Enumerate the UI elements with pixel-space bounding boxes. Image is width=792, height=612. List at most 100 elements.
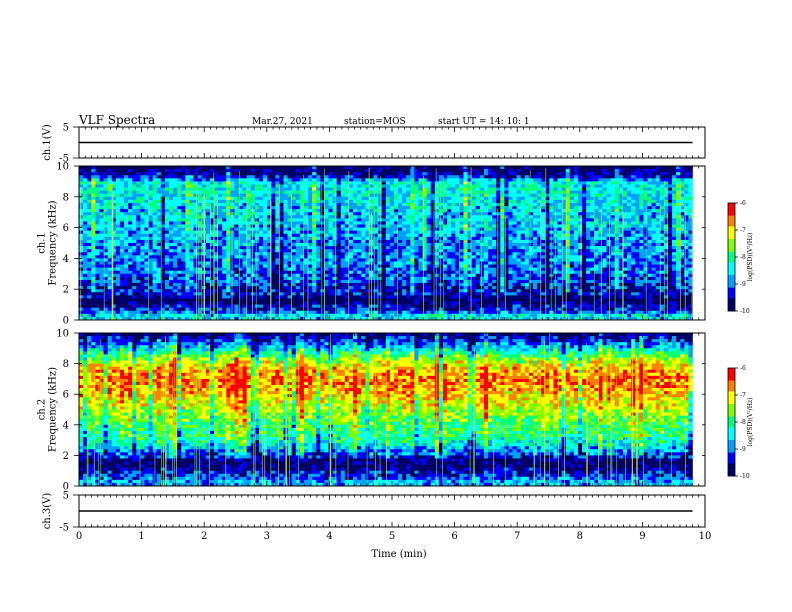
spectrogram-cell xyxy=(332,178,337,182)
spectrogram-cell xyxy=(201,184,207,188)
spectrogram-cell xyxy=(471,202,477,207)
spectrogram-cell xyxy=(414,255,419,259)
spectrogram-cell xyxy=(373,206,378,210)
spectrogram-cell xyxy=(348,249,354,253)
spectrogram-cell xyxy=(316,249,321,253)
spectrogram-cell xyxy=(389,181,395,185)
spectrogram-cell xyxy=(336,255,342,259)
spectrogram-cell xyxy=(565,218,571,222)
spectrogram-cell xyxy=(430,175,436,179)
spectrogram-cell xyxy=(438,261,444,265)
spectrogram-cell xyxy=(312,249,317,253)
spectrogram-cell xyxy=(160,181,166,185)
spectrogram-cell xyxy=(332,169,337,173)
spectrogram-cell xyxy=(111,193,117,198)
spectrogram-cell xyxy=(381,215,387,219)
spectrogram-cell xyxy=(659,246,665,250)
spectrogram-cell xyxy=(688,184,693,188)
spectrogram-cell xyxy=(647,169,652,173)
spectrogram-cell xyxy=(119,227,125,231)
spectrogram-cell xyxy=(332,221,337,225)
spectrogram-cell xyxy=(148,212,153,216)
spectrogram-cell xyxy=(438,206,444,210)
spectrogram-cell xyxy=(426,243,432,247)
spectrogram-cell xyxy=(295,178,301,182)
spectrogram-cell xyxy=(128,202,133,207)
spectrogram-cell xyxy=(500,246,505,250)
spectrogram-cell xyxy=(402,258,407,262)
spectrogram-cell xyxy=(209,215,215,219)
spectrogram-cell xyxy=(537,227,542,231)
spectrogram-cell xyxy=(148,218,153,222)
spectrogram-cell xyxy=(594,236,599,241)
spectrogram-cell xyxy=(218,227,223,231)
spectrogram-cell xyxy=(610,252,616,256)
spectrogram-cell xyxy=(291,249,297,253)
spectrogram-cell xyxy=(479,227,485,231)
spectrogram-cell xyxy=(430,215,436,219)
spectrogram-cell xyxy=(483,249,489,253)
spectrogram-cell xyxy=(156,218,162,222)
spectrogram-cell xyxy=(414,184,419,188)
spectrogram-cell xyxy=(398,172,403,176)
spectrogram-cell xyxy=(168,199,174,204)
spectrogram-cell xyxy=(483,243,489,247)
spectrogram-cell xyxy=(635,230,640,235)
spectrogram-cell xyxy=(83,181,88,185)
spectrogram-cell xyxy=(336,190,342,195)
spectrogram-cell xyxy=(128,184,133,188)
spectrogram-cell xyxy=(410,202,415,207)
spectrogram-cell xyxy=(213,206,219,210)
spectrogram-cell xyxy=(295,187,301,191)
spectrogram-cell xyxy=(434,181,440,185)
spectrogram-cell xyxy=(684,178,689,182)
spectrogram-cell xyxy=(492,212,497,216)
spectrogram-cell xyxy=(414,239,419,244)
spectrogram-cell xyxy=(83,236,88,241)
spectrogram-cell xyxy=(238,255,243,259)
spectrogram-cell xyxy=(393,258,399,262)
spectrogram-cell xyxy=(496,169,501,173)
spectrogram-cell xyxy=(299,252,305,256)
spectrogram-cell xyxy=(430,181,436,185)
spectrogram-cell xyxy=(107,252,113,256)
spectrogram-cell xyxy=(111,239,117,244)
spectrogram-cell xyxy=(512,187,517,191)
spectrogram-cell xyxy=(565,169,571,173)
spectrogram-cell xyxy=(389,239,395,244)
spectrogram-cell xyxy=(377,187,382,191)
spectrogram-cell xyxy=(197,212,202,216)
spectrogram-cell xyxy=(573,202,579,207)
spectrogram-cell xyxy=(177,246,182,250)
spectrogram-cell xyxy=(99,239,104,244)
spectrogram-cell xyxy=(504,206,509,210)
spectrogram-cell xyxy=(443,261,448,265)
spectrogram-cell xyxy=(451,233,456,238)
spectrogram-cell xyxy=(226,249,231,253)
spectrogram-cell xyxy=(524,175,530,179)
spectrogram-cell xyxy=(524,255,530,259)
spectrogram-cell xyxy=(91,227,96,231)
spectrogram-cell xyxy=(111,190,117,195)
spectrogram-cell xyxy=(672,249,677,253)
spectrogram-cell xyxy=(312,230,317,235)
spectrogram-cell xyxy=(201,181,207,185)
spectrogram-cell xyxy=(234,196,239,201)
spectrogram-cell xyxy=(561,212,566,216)
spectrogram-cell xyxy=(246,166,252,170)
spectrogram-cell xyxy=(344,178,350,182)
spectrogram-cell xyxy=(393,206,399,210)
spectrogram-cell xyxy=(218,193,223,198)
spectrogram-cell xyxy=(320,193,325,198)
spectrogram-cell xyxy=(299,233,305,238)
spectrogram-cell xyxy=(111,227,117,231)
spectrogram-cell xyxy=(606,233,611,238)
spectrogram-cell xyxy=(189,246,194,250)
spectrogram-cell xyxy=(152,209,158,213)
spectrogram-cell xyxy=(643,243,648,247)
spectrogram-cell xyxy=(222,178,227,182)
spectrogram-cell xyxy=(193,181,198,185)
spectrogram-cell xyxy=(107,184,113,188)
spectrogram-cell xyxy=(467,255,472,259)
spectrogram-cell xyxy=(565,206,571,210)
